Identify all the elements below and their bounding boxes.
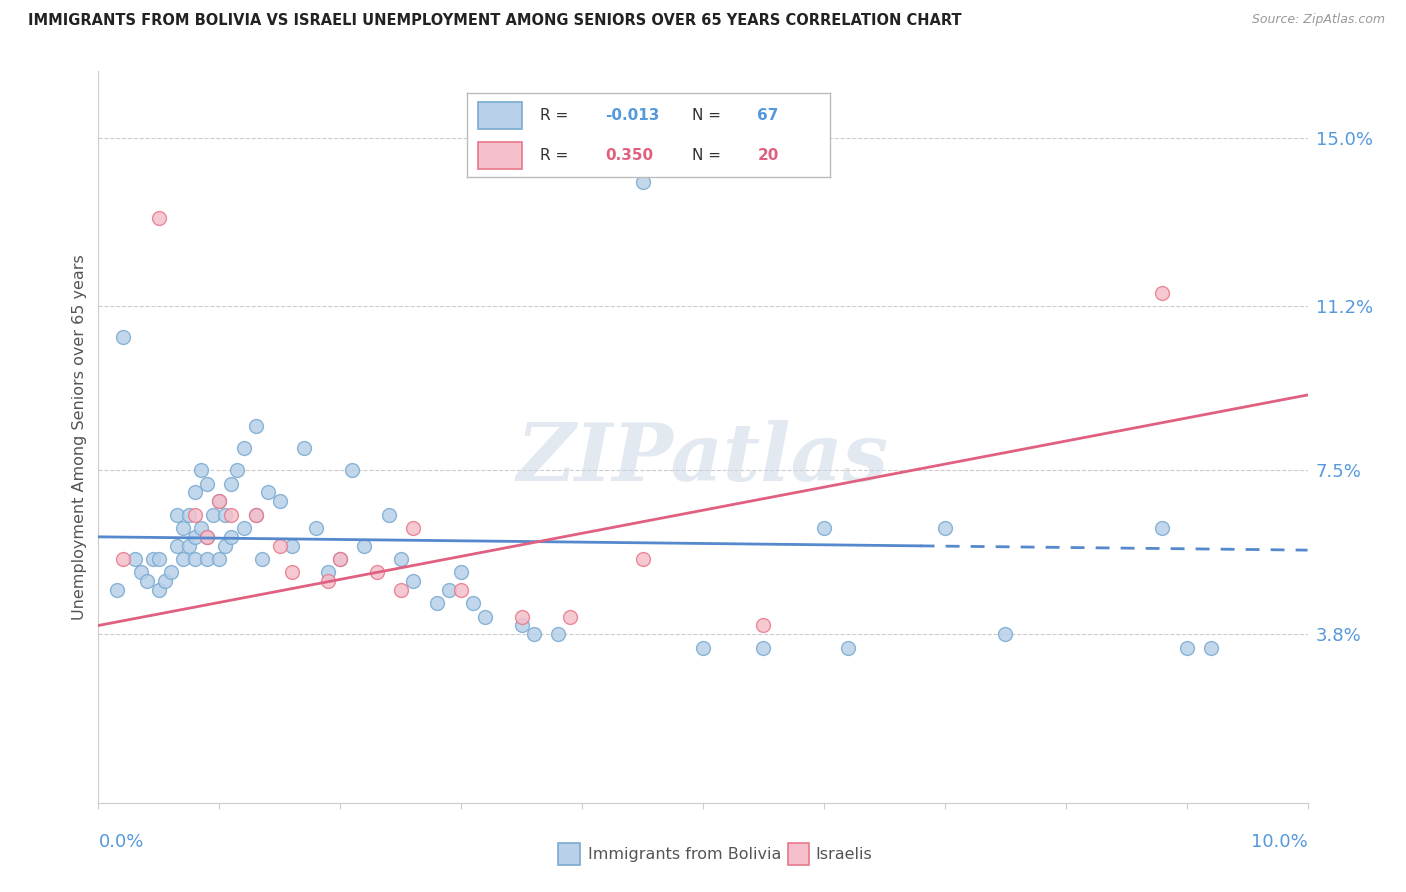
Point <box>316 566 339 580</box>
Point <box>184 508 207 522</box>
Point <box>305 521 328 535</box>
Point <box>124 552 146 566</box>
Point <box>129 566 152 580</box>
Point <box>510 618 533 632</box>
Point <box>342 463 364 477</box>
Point <box>474 609 496 624</box>
Point <box>160 566 183 580</box>
Point <box>558 609 581 624</box>
Point <box>172 521 194 535</box>
Point <box>172 552 194 566</box>
Point <box>232 521 254 535</box>
Point <box>195 530 218 544</box>
Point <box>316 574 339 589</box>
Point <box>232 441 254 455</box>
Point <box>837 640 859 655</box>
Point <box>366 566 388 580</box>
Point <box>148 552 170 566</box>
Point <box>329 552 352 566</box>
Point <box>377 508 399 522</box>
Point <box>135 574 157 589</box>
Point <box>214 508 236 522</box>
Point <box>245 508 267 522</box>
Point <box>179 539 201 553</box>
Point <box>256 485 278 500</box>
Text: IMMIGRANTS FROM BOLIVIA VS ISRAELI UNEMPLOYMENT AMONG SENIORS OVER 65 YEARS CORR: IMMIGRANTS FROM BOLIVIA VS ISRAELI UNEMP… <box>28 13 962 29</box>
Point <box>208 552 231 566</box>
Point <box>142 552 165 566</box>
Point <box>813 521 835 535</box>
Point <box>221 508 243 522</box>
Point <box>752 618 775 632</box>
Point <box>226 463 249 477</box>
Point <box>547 627 569 641</box>
Point <box>184 530 207 544</box>
Point <box>752 640 775 655</box>
Point <box>463 596 485 610</box>
Point <box>148 211 170 225</box>
Point <box>1199 640 1222 655</box>
Point <box>269 539 291 553</box>
Text: 10.0%: 10.0% <box>1251 833 1308 851</box>
Point <box>692 640 714 655</box>
Point <box>195 552 218 566</box>
Point <box>269 494 291 508</box>
Point <box>281 566 304 580</box>
Point <box>190 521 212 535</box>
Point <box>402 574 425 589</box>
Point <box>1152 521 1174 535</box>
Point <box>510 609 533 624</box>
Y-axis label: Unemployment Among Seniors over 65 years: Unemployment Among Seniors over 65 years <box>72 254 87 620</box>
Point <box>631 175 654 189</box>
Point <box>250 552 273 566</box>
Point <box>426 596 449 610</box>
Point <box>389 582 412 597</box>
Point <box>166 539 188 553</box>
Point <box>111 552 134 566</box>
Point <box>389 552 412 566</box>
Point <box>450 566 472 580</box>
Point <box>292 441 315 455</box>
Bar <box>787 843 810 865</box>
Point <box>214 539 236 553</box>
Point <box>281 539 304 553</box>
Point <box>245 419 267 434</box>
Point <box>179 508 201 522</box>
Point <box>166 508 188 522</box>
Point <box>208 494 231 508</box>
Point <box>105 582 128 597</box>
Text: ZIPatlas: ZIPatlas <box>517 420 889 498</box>
Point <box>184 485 207 500</box>
Text: Immigrants from Bolivia: Immigrants from Bolivia <box>588 847 782 862</box>
Point <box>195 530 218 544</box>
Point <box>221 530 243 544</box>
Point <box>195 476 218 491</box>
Point <box>353 539 375 553</box>
Point <box>437 582 460 597</box>
Point <box>994 627 1017 641</box>
Point <box>245 508 267 522</box>
Point <box>450 582 472 597</box>
Point <box>523 627 546 641</box>
Text: Israelis: Israelis <box>815 847 872 862</box>
Point <box>202 508 225 522</box>
Point <box>153 574 176 589</box>
Text: 0.0%: 0.0% <box>98 833 143 851</box>
Point <box>1152 285 1174 300</box>
Point <box>329 552 352 566</box>
Bar <box>558 843 579 865</box>
Point <box>148 582 170 597</box>
Point <box>208 494 231 508</box>
Point <box>111 330 134 344</box>
Point <box>190 463 212 477</box>
Point <box>1175 640 1198 655</box>
Point <box>631 552 654 566</box>
Text: Source: ZipAtlas.com: Source: ZipAtlas.com <box>1251 13 1385 27</box>
Point <box>221 476 243 491</box>
Point <box>934 521 956 535</box>
Point <box>184 552 207 566</box>
Point <box>402 521 425 535</box>
